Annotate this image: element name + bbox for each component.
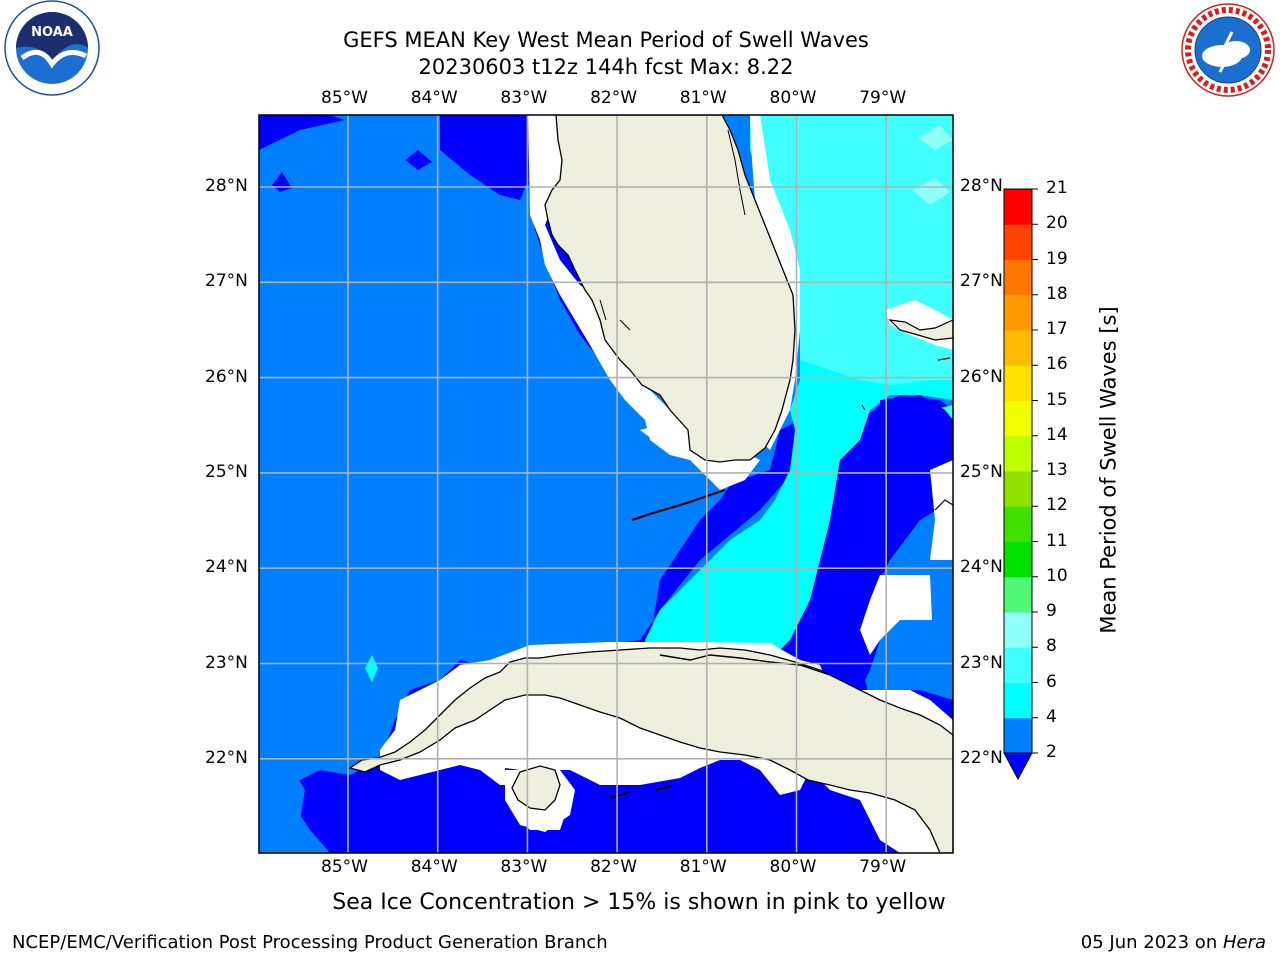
colorbar-label: Mean Period of Swell Waves [s] [1096,306,1121,634]
swell-contour-below-2s-patch [405,150,432,170]
map-title: GEFS MEAN Key West Mean Period of Swell … [343,28,869,52]
longitude-label-top: 82°W [590,88,638,108]
latitude-label-left: 28°N [205,176,248,196]
longitude-label-top: 80°W [769,88,817,108]
colorbar-tick-label: 20 [1046,213,1068,234]
longitude-label-bottom: 79°W [859,857,907,877]
colorbar-tick-label: 11 [1046,530,1068,551]
swell-contour-8-9s-a [918,125,953,150]
noaa-logo-icon: NOAA [4,0,100,96]
colorbar-band [1004,400,1032,437]
bahamas-islands [861,357,953,511]
colorbar-band [1004,506,1032,542]
longitude-label-bottom: 82°W [590,857,638,877]
swell-contour-below-2s-nw [259,115,345,150]
colorbar-extend-min [1003,752,1033,781]
colorbar-tick-label: 17 [1046,319,1068,339]
colorbar-tick-label: 2 [1046,742,1057,762]
no-data-area-east-2 [930,460,953,560]
colorbar-band [1004,612,1032,648]
latitude-label-left: 24°N [205,557,248,578]
longitude-label-top: 85°W [321,88,368,108]
colorbar-tick-label: 8 [1046,636,1057,657]
longitude-label-bottom: 85°W [321,857,368,877]
colorbar-band [1004,471,1032,507]
colorbar-band [1004,294,1032,331]
colorbar-band [1004,541,1032,578]
colorbar-tick-label: 6 [1046,671,1057,692]
bahamas-coast [888,319,953,341]
colorbar-band [1004,717,1032,754]
map-gridlines [259,115,953,853]
latitude-label-left: 26°N [205,366,248,387]
footer-date: 05 Jun 2023 on Hera [1081,932,1266,953]
colorbar-tick-label: 14 [1046,424,1068,445]
swell-contour-2-4s-sw [259,765,305,820]
latitude-label-right: 26°N [960,366,1003,387]
latitude-label-right: 27°N [960,271,1003,292]
colorbar-tick-label: 12 [1046,495,1068,516]
cuba-south-cays [609,785,673,799]
colorbar-band [1004,682,1032,719]
map-frame [258,114,954,854]
longitude-label-top: 81°W [679,88,727,108]
latitude-label-right: 28°N [960,176,1003,196]
latitude-label-left: 23°N [205,652,248,673]
colorbar-tick-label: 18 [1046,283,1068,304]
longitude-label-bottom: 80°W [769,857,817,877]
longitude-label-top: 83°W [500,88,548,108]
colorbar-tick-label: 21 [1046,178,1068,198]
colorbar-tick-label: 13 [1046,460,1068,480]
latitude-label-right: 22°N [960,747,1003,768]
latitude-label-left: 22°N [205,747,248,768]
no-data-area-east-1 [860,575,932,655]
latitude-label-right: 25°N [960,461,1003,482]
noaa-logo-text: NOAA [31,25,73,40]
florida-keys-coast [631,488,726,522]
colorbar-tick-label: 16 [1046,354,1068,375]
longitude-label-bottom: 81°W [679,857,727,877]
longitude-label-bottom: 83°W [500,857,548,877]
swell-contour-8-9s-b [912,178,950,205]
footer-branch: NCEP/EMC/Verification Post Processing Pr… [12,932,608,953]
colorbar-tick-label: 19 [1046,248,1068,269]
swell-contour-below-2s-n [440,115,545,200]
nws-logo-icon [1181,3,1275,97]
footer-date-text: 05 Jun 2023 on [1080,932,1223,953]
colorbar-tick-label: 15 [1046,389,1068,410]
latitude-label-left: 27°N [205,271,248,292]
colorbar-tick-label: 9 [1046,601,1057,621]
cuba-land [348,647,953,853]
colorbar-band [1004,576,1032,613]
map-subtitle: 20230603 t12z 144h fcst Max: 8.22 [418,55,794,79]
latitude-label-left: 25°N [205,461,248,482]
colorbar [1003,188,1038,781]
swell-contour-2-4s-cuba-n [480,615,550,660]
florida-land [544,115,796,463]
colorbar-band [1004,224,1032,260]
sea-ice-note: Sea Ice Concentration > 15% is shown in … [332,890,946,915]
latitude-label-right: 23°N [960,652,1003,673]
colorbar-tick-label: 10 [1046,565,1068,586]
colorbar-band [1004,259,1032,296]
lake-okeechobee-coast [599,129,746,331]
latitude-label-right: 24°N [960,557,1003,578]
colorbar-band [1004,647,1032,683]
colorbar-band [1004,330,1032,366]
longitude-label-top: 79°W [859,88,907,108]
longitude-label-top: 84°W [410,88,458,108]
cuba-north-cays [659,654,831,676]
footer-machine: Hera [1222,932,1266,953]
colorbar-tick-label: 4 [1046,706,1057,727]
colorbar-band [1004,189,1032,225]
colorbar-band [1004,365,1032,401]
isle-of-youth-land [511,765,561,811]
colorbar-band [1004,435,1032,472]
swell-contour-4-6s-patch-w [365,655,378,682]
longitude-label-bottom: 84°W [410,857,458,877]
